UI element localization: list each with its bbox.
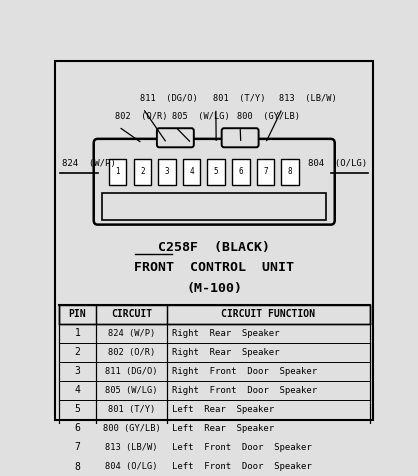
Text: Left  Front  Door  Speaker: Left Front Door Speaker xyxy=(172,462,312,471)
Text: 801  (T/Y): 801 (T/Y) xyxy=(213,94,265,103)
Text: C258F  (BLACK): C258F (BLACK) xyxy=(158,241,270,254)
Text: FRONT  CONTROL  UNIT: FRONT CONTROL UNIT xyxy=(134,261,294,274)
Text: 5: 5 xyxy=(74,404,80,414)
Text: 824 (W/P): 824 (W/P) xyxy=(108,328,155,337)
FancyBboxPatch shape xyxy=(222,128,259,147)
Text: CIRCUIT: CIRCUIT xyxy=(111,309,152,319)
Text: CIRCUIT FUNCTION: CIRCUIT FUNCTION xyxy=(222,309,316,319)
FancyBboxPatch shape xyxy=(94,139,335,225)
Bar xyxy=(158,159,176,185)
Text: Right  Rear  Speaker: Right Rear Speaker xyxy=(172,328,280,337)
Text: Left  Rear  Speaker: Left Rear Speaker xyxy=(172,405,274,414)
Text: 800  (GY/LB): 800 (GY/LB) xyxy=(237,112,300,121)
Text: 6: 6 xyxy=(239,168,243,177)
Text: 805 (W/LG): 805 (W/LG) xyxy=(105,386,158,395)
Text: 800 (GY/LB): 800 (GY/LB) xyxy=(103,424,161,433)
Text: (M-100): (M-100) xyxy=(186,281,242,295)
Text: 4: 4 xyxy=(74,385,80,395)
Bar xyxy=(109,159,126,185)
Bar xyxy=(134,159,151,185)
Text: 7: 7 xyxy=(74,443,80,453)
FancyBboxPatch shape xyxy=(157,128,194,147)
Bar xyxy=(281,159,299,185)
Text: Left  Front  Door  Speaker: Left Front Door Speaker xyxy=(172,443,312,452)
Text: 8: 8 xyxy=(74,462,80,472)
Text: 811 (DG/O): 811 (DG/O) xyxy=(105,367,158,376)
Text: 813  (LB/W): 813 (LB/W) xyxy=(279,94,337,103)
Text: 813 (LB/W): 813 (LB/W) xyxy=(105,443,158,452)
Text: 1: 1 xyxy=(115,168,120,177)
Text: 801 (T/Y): 801 (T/Y) xyxy=(108,405,155,414)
Bar xyxy=(257,159,274,185)
Text: 6: 6 xyxy=(74,424,80,434)
Text: 2: 2 xyxy=(74,347,80,357)
Text: 802 (O/R): 802 (O/R) xyxy=(108,347,155,357)
Text: Left  Rear  Speaker: Left Rear Speaker xyxy=(172,424,274,433)
Text: 1: 1 xyxy=(74,328,80,338)
Bar xyxy=(207,159,225,185)
Text: 5: 5 xyxy=(214,168,219,177)
Bar xyxy=(232,159,250,185)
Text: Right  Rear  Speaker: Right Rear Speaker xyxy=(172,347,280,357)
Text: 811  (DG/O): 811 (DG/O) xyxy=(140,94,197,103)
Text: 3: 3 xyxy=(74,366,80,376)
Text: PIN: PIN xyxy=(69,309,86,319)
Text: 802  (O/R): 802 (O/R) xyxy=(115,112,168,121)
Text: 7: 7 xyxy=(263,168,268,177)
Text: 824  (W/P): 824 (W/P) xyxy=(62,159,116,168)
Text: 2: 2 xyxy=(140,168,145,177)
Text: 804 (O/LG): 804 (O/LG) xyxy=(105,462,158,471)
Text: Right  Front  Door  Speaker: Right Front Door Speaker xyxy=(172,367,317,376)
Text: 804  (O/LG): 804 (O/LG) xyxy=(308,159,367,168)
Text: 4: 4 xyxy=(189,168,194,177)
Bar xyxy=(102,192,326,220)
Text: Right  Front  Door  Speaker: Right Front Door Speaker xyxy=(172,386,317,395)
Text: 3: 3 xyxy=(165,168,169,177)
Text: 8: 8 xyxy=(288,168,292,177)
Text: 805  (W/LG): 805 (W/LG) xyxy=(172,112,230,121)
Bar xyxy=(183,159,200,185)
Bar xyxy=(59,305,370,324)
